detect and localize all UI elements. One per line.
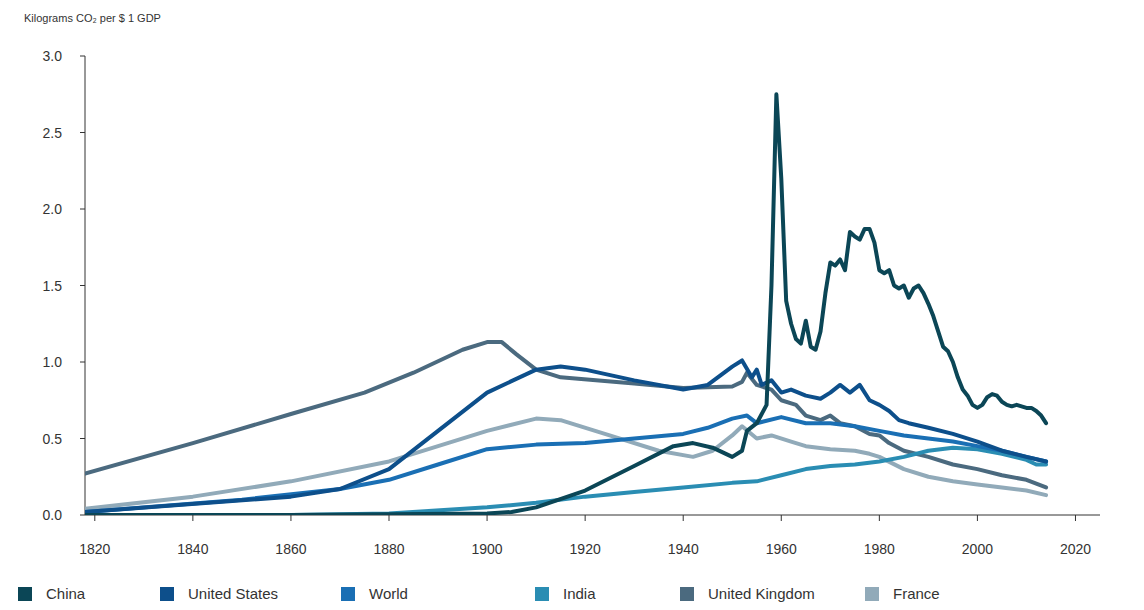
legend-swatch: [160, 587, 174, 601]
x-tick: [192, 515, 193, 521]
y-tick-label: 0.5: [43, 431, 63, 447]
legend-swatch: [535, 587, 549, 601]
x-tick: [585, 515, 586, 521]
legend-label: United Kingdom: [708, 585, 815, 602]
x-tick-label: 1860: [275, 541, 306, 557]
chart: Kilograms CO₂ per $ 1 GDP 0.0 0.5 1.0 1.5 2.0…: [0, 0, 1144, 610]
y-tick-label: 1.0: [43, 354, 63, 370]
legend-swatch: [18, 587, 32, 601]
x-tick: [290, 515, 291, 521]
x-tick: [389, 515, 390, 521]
y-tick-label: 1.5: [43, 278, 63, 294]
series-group: [85, 94, 1046, 515]
y-tick-label: 2.0: [43, 201, 63, 217]
legend-swatch: [865, 587, 879, 601]
y-axis-label: Kilograms CO₂ per $ 1 GDP: [24, 12, 161, 24]
y-tick-label: 0.0: [43, 507, 63, 523]
x-tick-label: 1840: [177, 541, 208, 557]
x-tick: [487, 515, 488, 521]
series-line: [85, 342, 1046, 487]
x-tick-label: 1880: [373, 541, 404, 557]
legend-label: China: [46, 585, 86, 602]
legend-label: United States: [188, 585, 278, 602]
x-tick: [683, 515, 684, 521]
y-tick: [80, 362, 85, 363]
y-tick-label: 3.0: [43, 48, 63, 64]
legend-label: India: [563, 585, 596, 602]
y-tick: [80, 132, 85, 133]
y-tick: [80, 438, 85, 439]
legend-swatch: [680, 587, 694, 601]
legend-swatch: [341, 587, 355, 601]
y-tick-label: 2.5: [43, 125, 63, 141]
x-tick: [879, 515, 880, 521]
x-tick: [94, 515, 95, 521]
y-tick: [80, 209, 85, 210]
y-tick: [80, 515, 85, 516]
x-tick-label: 1980: [864, 541, 895, 557]
x-tick-label: 1900: [471, 541, 502, 557]
y-tick: [80, 56, 85, 57]
legend-label: World: [369, 585, 408, 602]
legend-label: France: [893, 585, 940, 602]
x-tick-label: 2000: [962, 541, 993, 557]
series-line: [85, 360, 1046, 511]
x-tick-label: 1820: [79, 541, 110, 557]
x-tick-label: 1960: [766, 541, 797, 557]
x-tick: [977, 515, 978, 521]
x-tick: [781, 515, 782, 521]
series-line: [85, 94, 1046, 515]
x-tick-label: 1940: [668, 541, 699, 557]
x-tick-label: 2020: [1060, 541, 1091, 557]
series-line: [85, 448, 1046, 515]
x-tick-label: 1920: [570, 541, 601, 557]
x-tick: [1075, 515, 1076, 521]
y-tick: [80, 285, 85, 286]
